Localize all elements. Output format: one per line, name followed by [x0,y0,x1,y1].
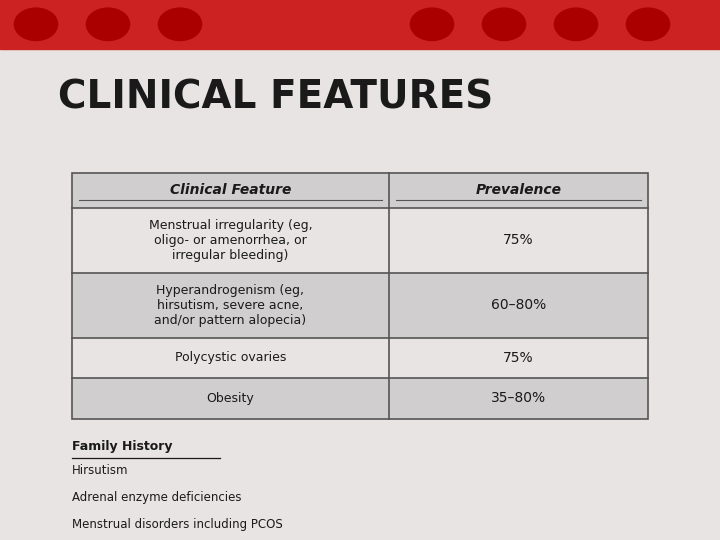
Text: Menstrual disorders including PCOS: Menstrual disorders including PCOS [72,518,283,531]
Text: Polycystic ovaries: Polycystic ovaries [175,351,286,364]
FancyBboxPatch shape [72,338,648,378]
FancyBboxPatch shape [72,378,648,419]
Text: Hirsutism: Hirsutism [72,464,128,477]
Text: 35–80%: 35–80% [491,392,546,405]
FancyBboxPatch shape [72,173,648,418]
Text: Obesity: Obesity [207,392,254,405]
FancyBboxPatch shape [72,273,648,338]
FancyBboxPatch shape [72,173,648,208]
Text: Family History: Family History [72,440,173,453]
Text: 75%: 75% [503,233,534,247]
Text: CLINICAL FEATURES: CLINICAL FEATURES [58,78,493,116]
Text: 60–80%: 60–80% [491,298,546,312]
Text: Menstrual irregularity (eg,
oligo- or amenorrhea, or
irregular bleeding): Menstrual irregularity (eg, oligo- or am… [148,219,312,262]
FancyBboxPatch shape [72,208,648,273]
Text: 75%: 75% [503,351,534,364]
Text: Prevalence: Prevalence [475,184,562,197]
Text: Hyperandrogenism (eg,
hirsutism, severe acne,
and/or pattern alopecia): Hyperandrogenism (eg, hirsutism, severe … [154,284,307,327]
Text: Clinical Feature: Clinical Feature [170,184,291,197]
Text: Adrenal enzyme deficiencies: Adrenal enzyme deficiencies [72,491,241,504]
